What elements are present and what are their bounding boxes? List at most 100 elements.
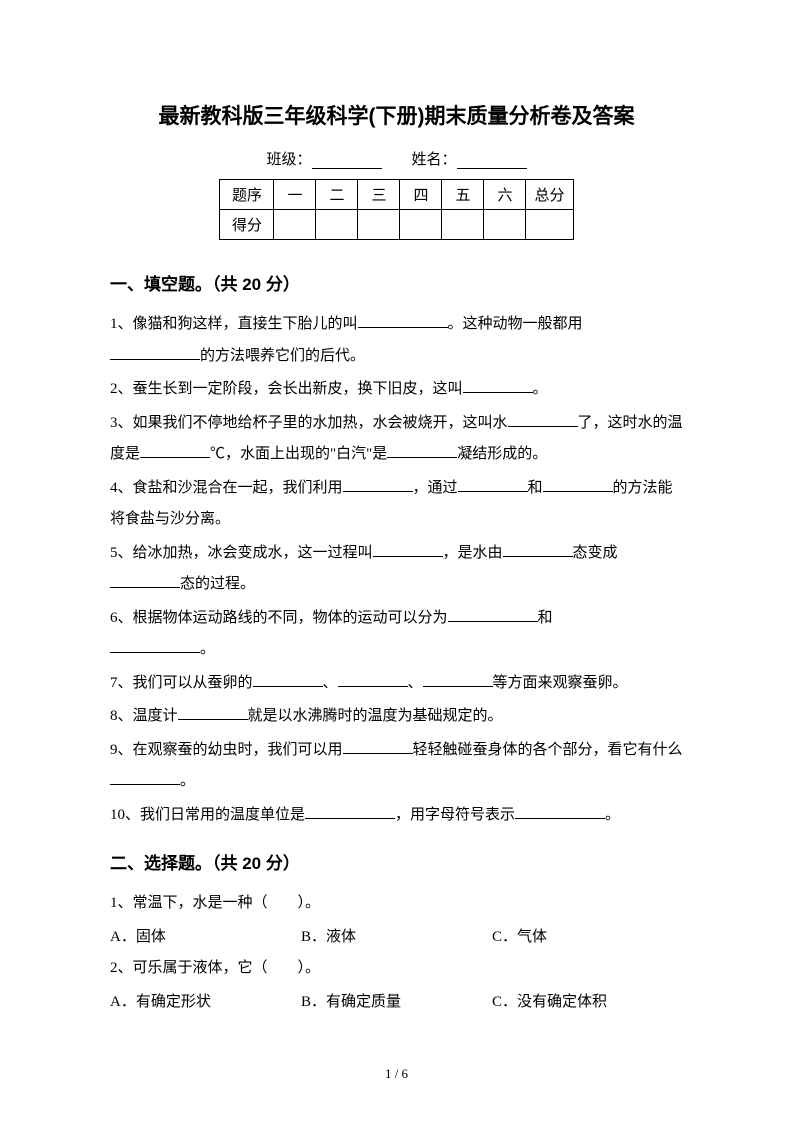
- fill-blank[interactable]: [423, 671, 493, 687]
- option-c[interactable]: C．气体: [492, 922, 683, 954]
- question-1: 1、像猫和狗这样，直接生下胎儿的叫 。这种动物一般都用 的方法喂养它们的后代。: [110, 309, 683, 372]
- q-text: 5、给冰加热，冰会变成水，这一过程叫: [110, 545, 373, 561]
- q-text: 9、在观察蚕的幼虫时，我们可以用: [110, 742, 343, 758]
- q-text: 7、我们可以从蚕卵的: [110, 675, 253, 691]
- q-text: 和: [528, 480, 543, 496]
- option-b[interactable]: B．有确定质量: [301, 987, 492, 1019]
- score-cell[interactable]: [442, 210, 484, 240]
- option-a[interactable]: A．有确定形状: [110, 987, 301, 1019]
- score-cell[interactable]: [484, 210, 526, 240]
- question-9: 9、在观察蚕的幼虫时，我们可以用 轻轻触碰蚕身体的各个部分，看它有什么。: [110, 735, 683, 798]
- q-text: 。这种动物一般都用: [448, 316, 583, 332]
- fill-blank[interactable]: [140, 442, 210, 458]
- score-cell[interactable]: [358, 210, 400, 240]
- question-2: 2、蚕生长到一定阶段，会长出新皮，换下旧皮，这叫 。: [110, 374, 683, 406]
- q-text: 3、如果我们不停地给杯子里的水加热，水会被烧开，这叫水: [110, 415, 508, 431]
- header-cell: 五: [442, 180, 484, 210]
- table-row: 得分: [220, 210, 573, 240]
- fill-blank[interactable]: [503, 541, 573, 557]
- q-text: 。: [605, 807, 620, 823]
- score-cell[interactable]: [526, 210, 573, 240]
- fill-blank[interactable]: [463, 377, 533, 393]
- q-text: ℃，水面上出现的"白汽"是: [210, 446, 387, 462]
- fill-blank[interactable]: [373, 541, 443, 557]
- fill-blank[interactable]: [178, 704, 248, 720]
- option-a[interactable]: A．固体: [110, 922, 301, 954]
- section-1-heading: 一、填空题。（共 20 分）: [110, 270, 683, 295]
- q-text: ，通过: [413, 480, 458, 496]
- q-text: ，是水由: [443, 545, 503, 561]
- fill-blank[interactable]: [338, 671, 408, 687]
- question-7: 7、我们可以从蚕卵的 、 、 等方面来观察蚕卵。: [110, 668, 683, 700]
- q-text: 等方面来观察蚕卵。: [493, 675, 628, 691]
- fill-blank[interactable]: [515, 803, 605, 819]
- fill-blank[interactable]: [343, 476, 413, 492]
- header-cell: 总分: [526, 180, 573, 210]
- header-cell: 四: [400, 180, 442, 210]
- fill-blank[interactable]: [110, 637, 200, 653]
- section-2-heading: 二、选择题。（共 20 分）: [110, 849, 683, 874]
- fill-blank[interactable]: [110, 572, 180, 588]
- name-label: 姓名：: [412, 152, 457, 168]
- student-info-line: 班级： 姓名：: [110, 148, 683, 169]
- page-title: 最新教科版三年级科学(下册)期末质量分析卷及答案: [110, 100, 683, 130]
- q-text: 1、像猫和狗这样，直接生下胎儿的叫: [110, 316, 358, 332]
- fill-blank[interactable]: [110, 769, 180, 785]
- option-b[interactable]: B．液体: [301, 922, 492, 954]
- fill-blank[interactable]: [543, 476, 613, 492]
- score-label-cell: 得分: [220, 210, 274, 240]
- score-cell[interactable]: [400, 210, 442, 240]
- question-4: 4、食盐和沙混合在一起，我们利用，通过和的方法能将食盐与沙分离。: [110, 473, 683, 536]
- q-text: 10、我们日常用的温度单位是: [110, 807, 305, 823]
- name-blank[interactable]: [457, 151, 527, 169]
- q-text: 轻轻触碰蚕身体的各个部分，看它有什么: [413, 742, 683, 758]
- q-text: 。: [180, 773, 195, 789]
- q-text: 。: [533, 381, 548, 397]
- q-text: ，用字母符号表示: [395, 807, 515, 823]
- table-row: 题序 一 二 三 四 五 六 总分: [220, 180, 573, 210]
- mc-question-1: 1、常温下，水是一种（ ）。: [110, 888, 683, 920]
- class-label: 班级：: [266, 152, 311, 168]
- fill-blank[interactable]: [253, 671, 323, 687]
- fill-blank[interactable]: [387, 442, 457, 458]
- header-cell: 二: [316, 180, 358, 210]
- q-text: 4、食盐和沙混合在一起，我们利用: [110, 480, 343, 496]
- mc-question-2: 2、可乐属于液体，它（ ）。: [110, 953, 683, 985]
- fill-blank[interactable]: [305, 803, 395, 819]
- q-text: 态变成: [573, 545, 618, 561]
- mc-options: A．固体 B．液体 C．气体: [110, 922, 683, 954]
- header-cell: 六: [484, 180, 526, 210]
- fill-blank[interactable]: [110, 344, 200, 360]
- mc-options: A．有确定形状 B．有确定质量 C．没有确定体积: [110, 987, 683, 1019]
- question-8: 8、温度计 就是以水沸腾时的温度为基础规定的。: [110, 701, 683, 733]
- score-table: 题序 一 二 三 四 五 六 总分 得分: [219, 179, 573, 240]
- fill-blank[interactable]: [508, 411, 578, 427]
- q-text: 、: [323, 675, 338, 691]
- score-cell[interactable]: [274, 210, 316, 240]
- fill-blank[interactable]: [448, 606, 538, 622]
- question-10: 10、我们日常用的温度单位是 ，用字母符号表示 。: [110, 800, 683, 832]
- question-3: 3、如果我们不停地给杯子里的水加热，水会被烧开，这叫水了，这时水的温度是℃，水面…: [110, 408, 683, 471]
- question-6: 6、根据物体运动路线的不同，物体的运动可以分为 和。: [110, 603, 683, 666]
- q-text: 、: [408, 675, 423, 691]
- class-blank[interactable]: [312, 151, 382, 169]
- q-text: 和: [538, 610, 553, 626]
- header-cell: 一: [274, 180, 316, 210]
- q-text: 凝结形成的。: [457, 446, 547, 462]
- q-text: 2、蚕生长到一定阶段，会长出新皮，换下旧皮，这叫: [110, 381, 463, 397]
- q-text: 。: [200, 641, 215, 657]
- score-cell[interactable]: [316, 210, 358, 240]
- fill-blank[interactable]: [343, 738, 413, 754]
- q-text: 就是以水沸腾时的温度为基础规定的。: [248, 708, 503, 724]
- page-number: 1 / 6: [0, 1066, 793, 1082]
- header-cell: 题序: [220, 180, 274, 210]
- q-text: 8、温度计: [110, 708, 178, 724]
- fill-blank[interactable]: [458, 476, 528, 492]
- q-text: 态的过程。: [180, 576, 255, 592]
- header-cell: 三: [358, 180, 400, 210]
- q-text: 6、根据物体运动路线的不同，物体的运动可以分为: [110, 610, 448, 626]
- q-text: 的方法喂养它们的后代。: [200, 348, 365, 364]
- question-5: 5、给冰加热，冰会变成水，这一过程叫 ，是水由 态变成态的过程。: [110, 538, 683, 601]
- option-c[interactable]: C．没有确定体积: [492, 987, 683, 1019]
- fill-blank[interactable]: [358, 312, 448, 328]
